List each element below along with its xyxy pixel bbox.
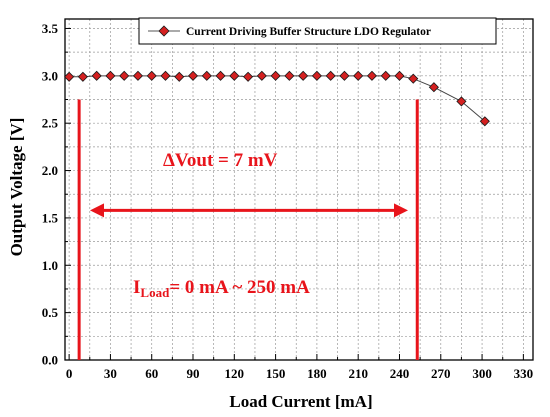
x-tick-label: 90: [187, 366, 200, 381]
data-point-marker: [479, 116, 490, 127]
y-tick-label: 2.0: [42, 163, 58, 178]
data-point-marker: [105, 70, 116, 81]
x-tick-label: 210: [348, 366, 368, 381]
load-range-label: ILoad= 0 mA ~ 250 mA: [133, 277, 310, 300]
grid: [65, 19, 533, 361]
x-tick-label: 180: [307, 366, 327, 381]
data-point-marker: [146, 70, 157, 81]
data-point-marker: [174, 71, 185, 82]
data-point-marker: [408, 73, 419, 84]
range-arrow-head-right: [394, 203, 408, 218]
legend-box: [138, 17, 497, 45]
data-point-marker: [201, 70, 212, 81]
x-tick-label: 150: [266, 366, 286, 381]
data-point-marker: [91, 70, 102, 81]
x-axis-title: Load Current [mA]: [229, 392, 372, 411]
data-point-marker: [215, 70, 226, 81]
legend-label: Current Driving Buffer Structure LDO Reg…: [186, 26, 431, 38]
data-point-marker: [187, 70, 199, 81]
y-tick-label: 3.5: [42, 21, 59, 36]
legend: Current Driving Buffer Structure LDO Reg…: [138, 17, 497, 45]
x-tick-label: 270: [431, 366, 451, 381]
y-tick-label: 0.5: [42, 305, 59, 320]
x-tick-label: 120: [225, 366, 245, 381]
load-range-subscript: Load: [140, 285, 170, 300]
data-point-marker: [353, 70, 364, 81]
data-point-marker: [298, 70, 309, 81]
data-point-marker: [77, 71, 88, 82]
data-point-marker: [119, 70, 130, 81]
data-point-marker: [160, 70, 171, 81]
x-tick-label: 300: [472, 366, 492, 381]
data-point-marker: [284, 70, 295, 81]
data-point-marker: [339, 70, 350, 81]
x-tick-label: 330: [514, 366, 534, 381]
y-axis-title: Output Voltage [V]: [7, 118, 26, 257]
y-tick-label: 1.0: [42, 258, 58, 273]
x-tick-label: 60: [145, 366, 158, 381]
legend-marker: [158, 25, 170, 37]
y-tick-label: 2.5: [42, 116, 59, 131]
load-range-value: = 0 mA ~ 250 mA: [169, 277, 310, 298]
data-point-marker: [366, 70, 378, 81]
axis-ticks: 0 30 60 90 120 150 180 210 240 270 300 330 0.0 0.5 1.0…: [42, 21, 533, 381]
load-range-symbol: I: [133, 277, 140, 298]
data-point-marker: [380, 70, 391, 81]
data-point-marker: [64, 71, 75, 82]
annotations: ΔVout = 7 mV ILoad= 0 mA ~ 250 mA: [77, 99, 419, 360]
x-tick-label: 0: [66, 366, 73, 381]
data-point-marker: [270, 70, 281, 81]
y-tick-label: 3.0: [42, 68, 58, 83]
data-point-marker: [428, 82, 439, 93]
x-tick-label: 30: [104, 366, 117, 381]
x-tick-label: 240: [390, 366, 410, 381]
data-point-marker: [456, 96, 467, 107]
y-tick-label: 1.5: [42, 210, 59, 225]
data-point-marker: [229, 70, 240, 81]
data-point-marker: [394, 70, 405, 81]
delta-vout-label: ΔVout = 7 mV: [163, 150, 278, 171]
y-tick-label: 0.0: [42, 353, 58, 368]
data-point-marker: [256, 70, 267, 81]
data-point-marker: [132, 70, 144, 81]
data-point-marker: [311, 70, 322, 81]
range-arrow-head-left: [90, 203, 104, 218]
data-point-marker: [325, 70, 336, 81]
data-series: [64, 70, 490, 127]
data-point-marker: [243, 71, 254, 82]
